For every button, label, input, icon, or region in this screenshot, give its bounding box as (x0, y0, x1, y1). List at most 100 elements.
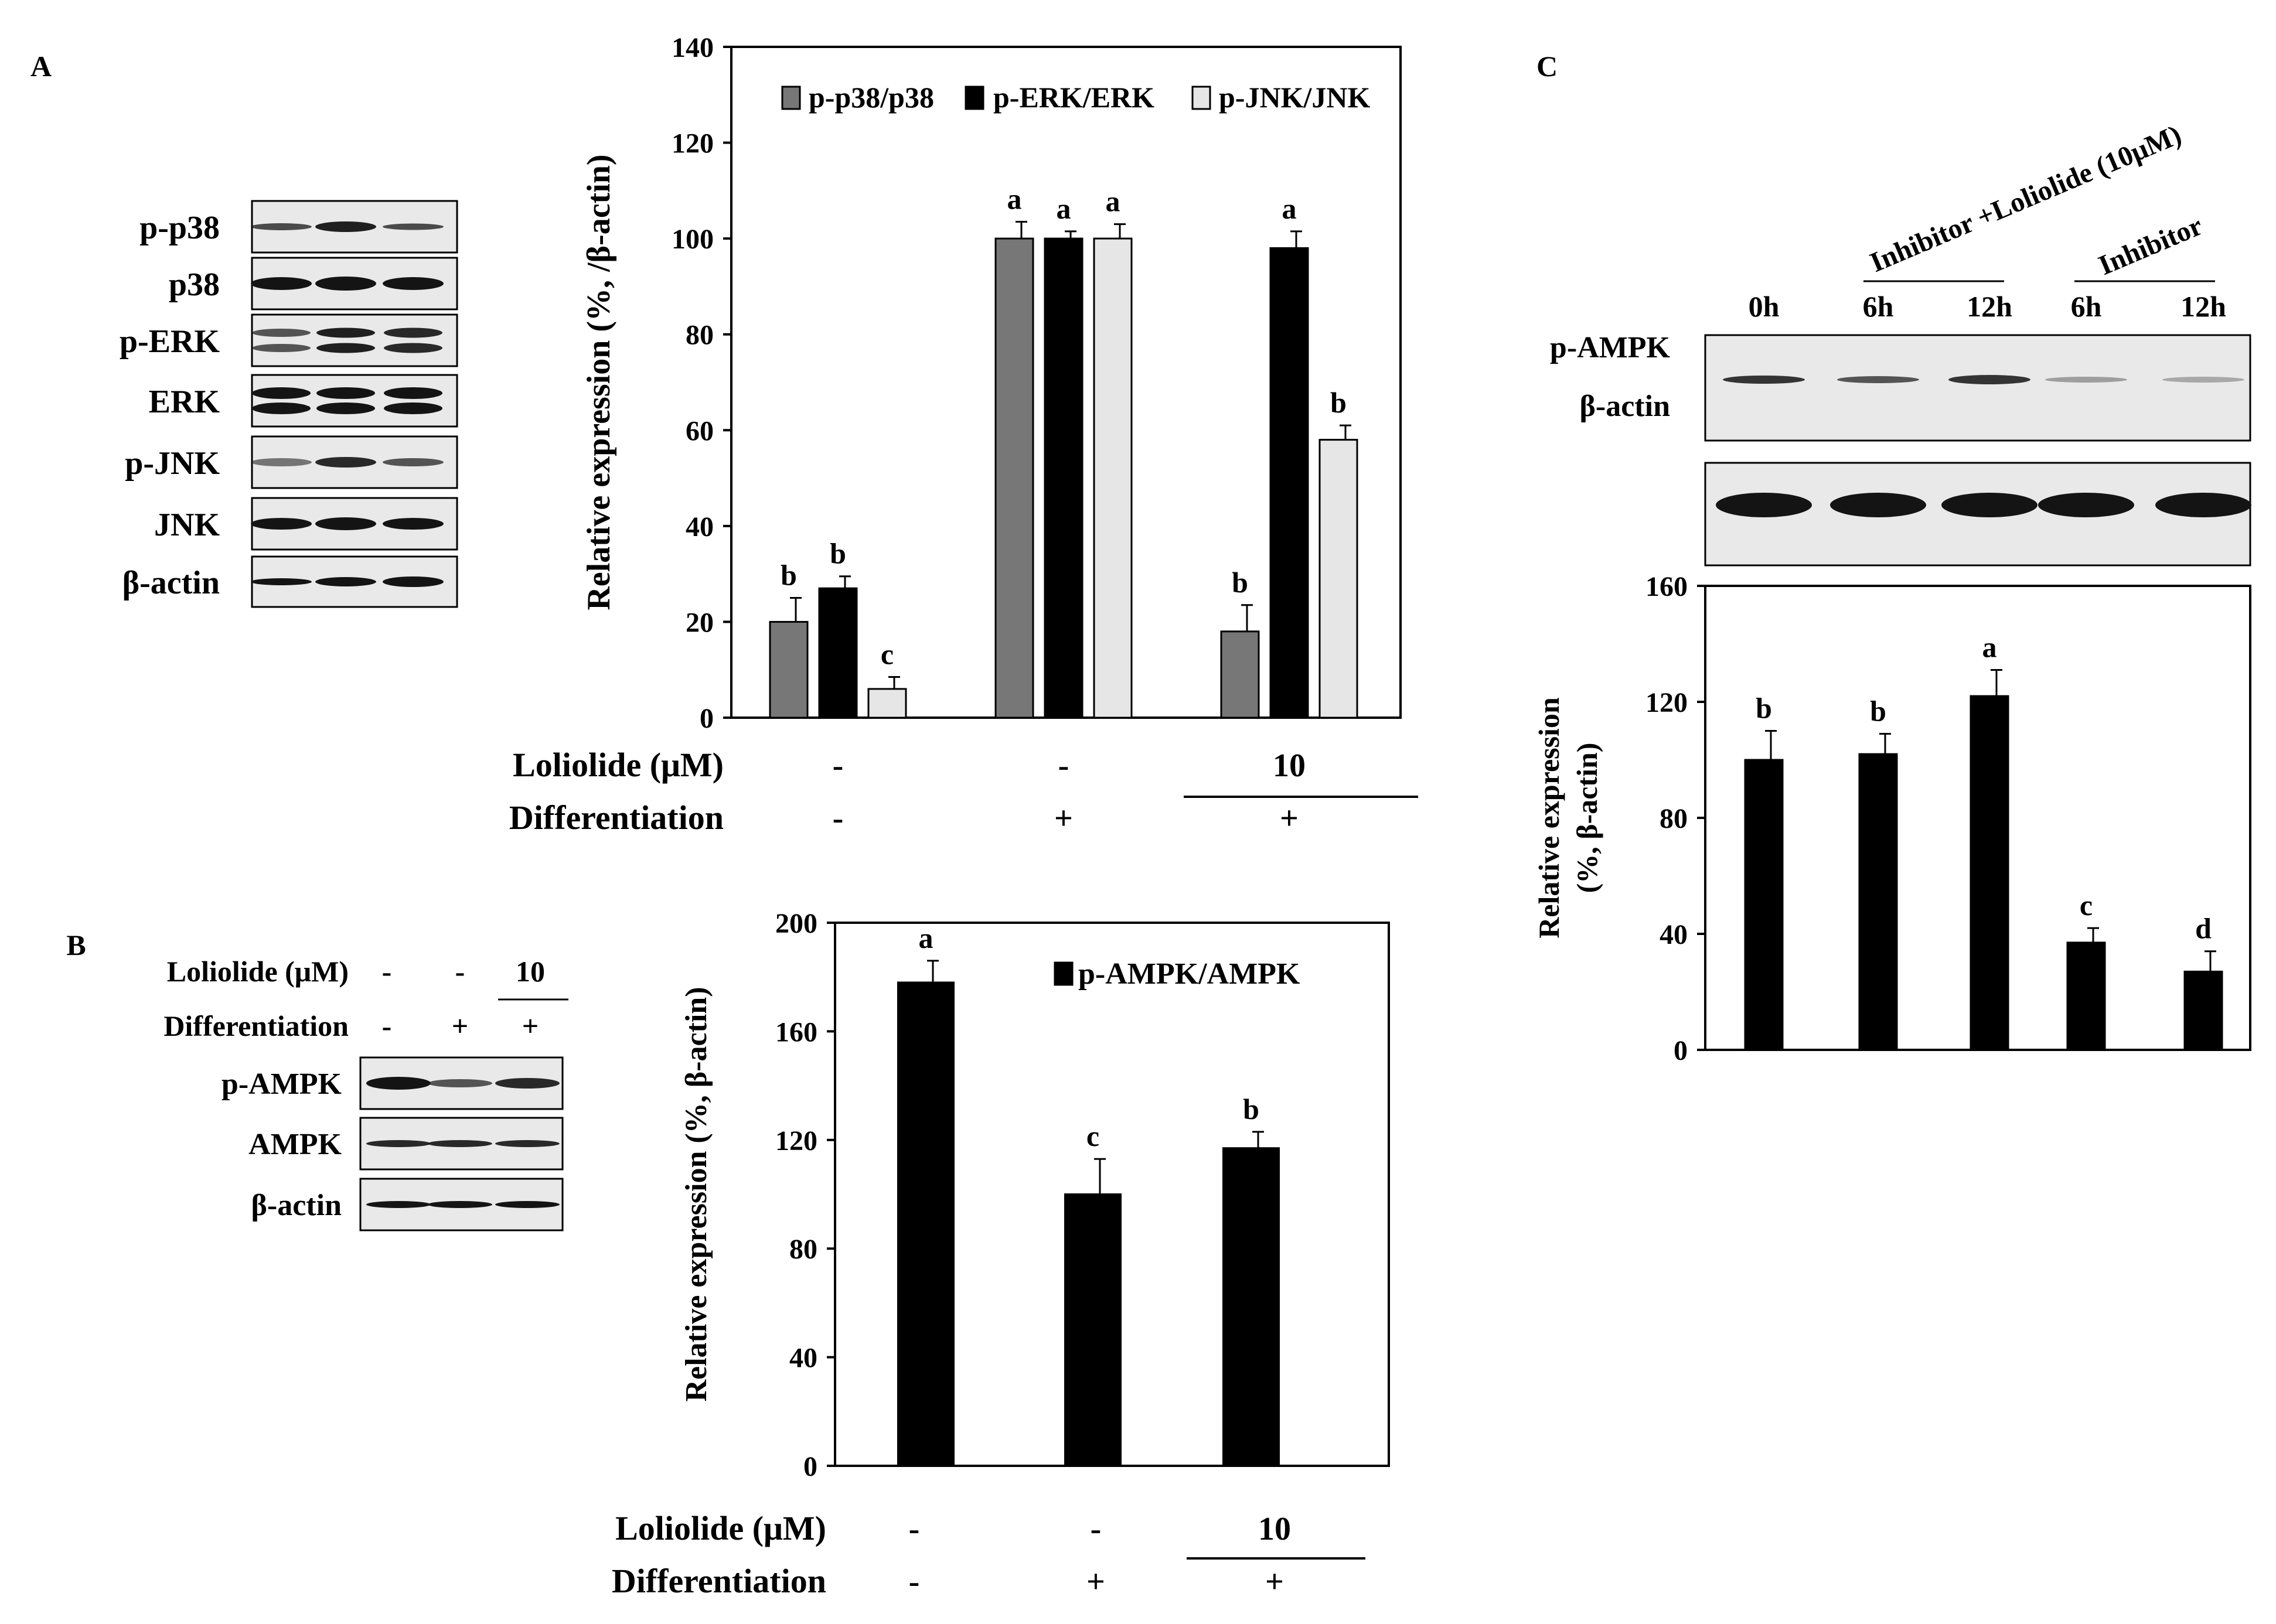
panel-a-blot-p38-band-3 (383, 277, 444, 290)
panel-a-blot-erk-band-4 (316, 402, 375, 414)
chart-c-bar (2183, 970, 2223, 1051)
panel-a-blot-erk-band-3 (316, 387, 375, 399)
chart-a-condition-value: 10 (1273, 748, 1306, 784)
chart-a-bar (818, 587, 858, 719)
chart-a-condition-label-1: Loliolide (μM) (513, 746, 724, 784)
panel-b-label: B (66, 929, 86, 961)
chart-a-bar (1318, 439, 1358, 719)
panel-a-blot-p-erk (251, 313, 458, 367)
chart-a-condition-value: - (833, 748, 844, 784)
panel-a-blot-label-p-jnk: p-JNK (125, 445, 220, 482)
chart-a-condition-value: - (1058, 748, 1069, 784)
panel-c-blot-p-ampk-band-1 (1723, 376, 1805, 384)
chart-a-legend-swatch-1 (781, 86, 801, 110)
chart-a-bar (1093, 237, 1133, 719)
panel-a-blot-erk-band-1 (252, 387, 311, 399)
panel-a-label: A (30, 50, 52, 83)
chart-a-bar (1269, 247, 1309, 719)
panel-b-blot-label-p-ampk: p-AMPK (222, 1067, 342, 1101)
chart-b-ylabel: Relative expression (%, β-actin) (680, 987, 713, 1401)
panel-b-blot-condition-value: + (522, 1009, 539, 1042)
chart-a-ytick-label: 20 (686, 607, 714, 638)
chart-b-condition-value: - (909, 1511, 920, 1547)
chart-c-ytick-label: 160 (1645, 571, 1688, 602)
panel-a-blot-erk-band-6 (384, 402, 442, 414)
panel-b-blot-actin-band-2 (428, 1201, 492, 1208)
panel-a-blot-label-jnk: JNK (154, 507, 220, 543)
panel-c-group-label-2: Inhibitor (2094, 210, 2207, 281)
panel-a-blot-p-erk-band-4 (316, 343, 375, 353)
chart-b-bar (1222, 1147, 1280, 1467)
chart-a-condition-value: + (1280, 800, 1299, 837)
chart-a-legend-label-2: p-ERK/ERK (993, 81, 1154, 114)
panel-c-time-label: 6h (1863, 290, 1894, 323)
chart-b-sig-letter: b (1243, 1093, 1259, 1125)
panel-a-blot-p-p38-band-1 (251, 223, 312, 230)
panel-b-blot-condition-label-2: Differentiation (163, 1009, 349, 1042)
chart-c-bar (2066, 941, 2106, 1051)
chart-a-sig-letter: b (1232, 566, 1248, 599)
chart-c-sig-letter: d (2195, 912, 2212, 945)
chart-a-bar (994, 237, 1034, 719)
chart-b-ytick-label: 160 (775, 1016, 817, 1048)
chart-c-ytick-label: 0 (1674, 1035, 1688, 1066)
chart-a-condition-value: - (833, 800, 844, 837)
chart-c-ytick-label: 40 (1660, 919, 1688, 950)
chart-c-bar (1744, 759, 1784, 1051)
chart-a-sig-letter: b (781, 559, 797, 592)
chart-c-ylabel: Relative expression (1532, 697, 1565, 939)
panel-a-blot-label-erk: ERK (149, 384, 220, 420)
panel-c-blot-beta-actin-band-3 (1941, 493, 2038, 517)
panel-c-blot-beta-actin-band-2 (1830, 493, 1926, 517)
chart-c-ytick-label: 80 (1660, 803, 1688, 834)
blot-layer (251, 200, 2251, 1231)
panel-b-blot-ampk-band-2 (428, 1140, 492, 1147)
chart-a-sig-letter: a (1057, 192, 1071, 225)
chart-a-condition-value: + (1054, 800, 1073, 837)
panel-a-blot-jnk-band-1 (251, 518, 312, 530)
chart-a-ytick-label: 0 (700, 703, 714, 734)
panel-b-blot-actin-band-1 (366, 1201, 431, 1208)
panel-c-time-label: 12h (1967, 290, 2012, 323)
chart-c-ylabel: (%, β-actin) (1570, 743, 1603, 893)
panel-c-blot-p-ampk-band-3 (1948, 375, 2030, 384)
chart-c-sig-letter: b (1756, 692, 1772, 725)
chart-a-sig-letter: b (1330, 386, 1347, 419)
chart-a-sig-letter: a (1007, 183, 1022, 216)
panel-b-blot-actin-band-3 (495, 1201, 560, 1208)
chart-b-legend-label: p-AMPK/AMPK (1078, 957, 1300, 991)
panel-a-blot-actin-band-3 (383, 576, 444, 587)
chart-a-sig-letter: b (830, 537, 846, 570)
panel-b-blot-p-ampk-band-1 (366, 1077, 431, 1090)
panel-c-blot-p-ampk-band-2 (1837, 376, 1919, 383)
panel-c-time-label: 0h (1749, 290, 1780, 323)
panel-a-blot-erk (251, 374, 458, 428)
chart-b-condition-label-2: Differentiation (612, 1562, 826, 1600)
chart-a-ylabel: Relative expression (%, /β-actin) (581, 154, 617, 610)
panel-c-blot-p-ampk-band-5 (2162, 377, 2244, 383)
chart-b-bar (1064, 1193, 1122, 1467)
chart-a-ytick-label: 80 (686, 320, 714, 351)
chart-a-bar (867, 688, 907, 719)
panel-b-blot-label-actin: β-actin (251, 1189, 342, 1222)
chart-b-ytick-label: 40 (789, 1343, 817, 1374)
panel-c-time-label: 12h (2180, 290, 2226, 323)
panel-c-blot-label-p-ampk: p-AMPK (1550, 331, 1671, 364)
chart-a-ytick-label: 60 (686, 415, 714, 446)
panel-b-blot-condition-value: - (382, 1009, 392, 1042)
panel-c-time-label: 6h (2071, 290, 2102, 323)
chart-c-bar (1970, 695, 2009, 1051)
chart-b-condition-value: - (909, 1564, 920, 1600)
chart-a-legend-swatch-2 (965, 86, 984, 110)
panel-b-blot-condition-value: + (452, 1009, 469, 1042)
panel-a-blot-label-actin: β-actin (122, 565, 220, 601)
panel-a-blot-p38-band-2 (315, 277, 376, 291)
panel-c-blot-beta-actin-band-4 (2038, 493, 2134, 517)
panel-a-blot-p-p38-band-3 (383, 223, 444, 230)
panel-a-blot-actin-band-1 (251, 578, 312, 585)
panel-c-blot-beta-actin-band-1 (1716, 493, 1812, 517)
chart-b-condition-value: + (1265, 1564, 1284, 1600)
chart-b-condition-value: + (1086, 1564, 1105, 1600)
chart-b-ytick-label: 120 (775, 1125, 817, 1156)
